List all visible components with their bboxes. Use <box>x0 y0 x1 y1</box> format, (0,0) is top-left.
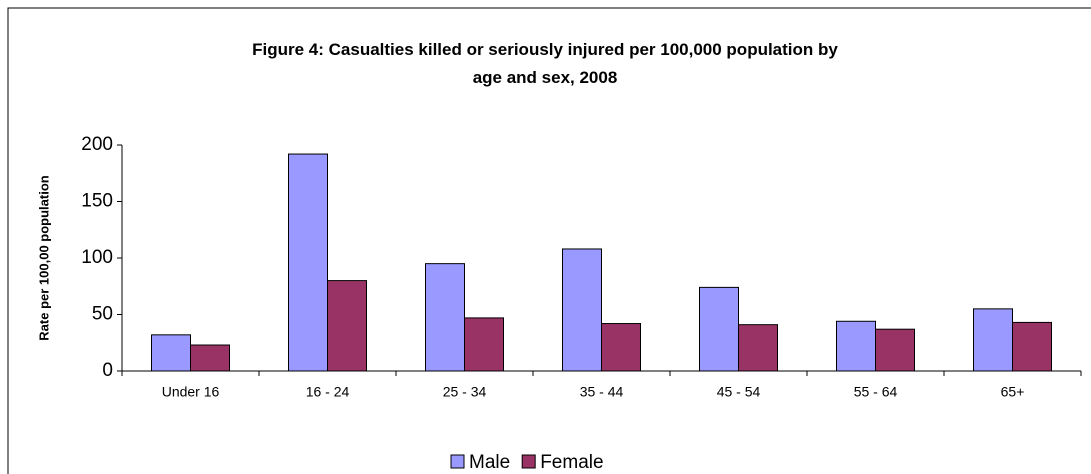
bar <box>190 344 230 372</box>
bar <box>425 263 465 372</box>
x-tick-label: 16 - 24 <box>306 384 350 400</box>
bar <box>973 308 1013 372</box>
x-tick-label: 35 - 44 <box>580 384 624 400</box>
y-axis-label: Rate per 100,00 population <box>36 175 51 340</box>
legend-label: Female <box>540 452 603 473</box>
x-tick-label: 25 - 34 <box>443 384 487 400</box>
bar <box>464 317 504 372</box>
x-tick-label: 55 - 64 <box>854 384 898 400</box>
bar <box>288 153 328 372</box>
y-tick-label: 0 <box>102 360 113 381</box>
legend-swatch <box>450 454 465 469</box>
bar <box>699 286 739 372</box>
y-tick-label: 150 <box>81 191 113 212</box>
bar <box>562 248 602 372</box>
bar <box>1012 321 1052 372</box>
legend-swatch <box>521 454 536 469</box>
bar <box>151 334 191 372</box>
bar <box>738 324 778 372</box>
y-tick-label: 200 <box>81 134 113 155</box>
x-tick-label: 65+ <box>1001 384 1025 400</box>
legend-label: Male <box>469 452 510 473</box>
y-tick-label: 100 <box>81 247 113 268</box>
bar <box>601 323 641 372</box>
bar <box>836 320 876 372</box>
y-tick-label: 50 <box>92 304 113 325</box>
x-tick-label: Under 16 <box>162 384 220 400</box>
bar <box>327 280 367 372</box>
chart-frame <box>7 7 1091 474</box>
x-tick-label: 45 - 54 <box>717 384 761 400</box>
bar <box>875 328 915 372</box>
chart-title: Figure 4: Casualties killed or seriously… <box>252 40 838 87</box>
